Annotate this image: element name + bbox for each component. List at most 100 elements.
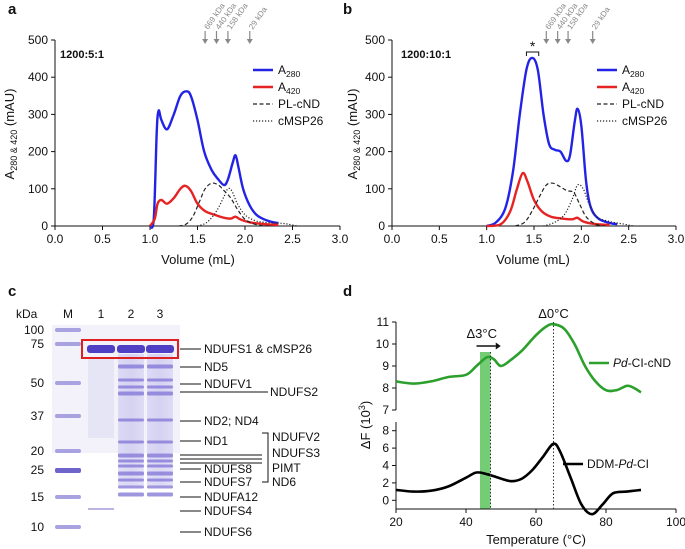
gel-band-label: NDUFV1 [204,377,252,391]
upper-y-tick-label: 8 [382,381,389,395]
gel-ladder-band [55,414,81,418]
gel-band [118,492,144,497]
legend-label-a420: A420 [278,80,300,96]
gel-band [147,492,173,497]
chart-a-xlabel: Volume (mL) [161,252,235,267]
mw-marker-label: 29 kDa [590,5,612,31]
gel-band [118,440,144,444]
x-tick-label: 0.0 [384,232,401,246]
x-tick-label: 60 [529,515,543,529]
gel-ladder-band [55,342,81,346]
gel-ladder-label: 37 [31,409,45,423]
x-tick-label: 0.5 [94,232,111,246]
mw-marker-arrowhead [589,39,596,44]
x-tick-label: 2.0 [573,232,590,246]
x-tick-label: 1.0 [478,232,495,246]
annotation-arrowhead [495,342,501,350]
x-tick-label: 1.5 [526,232,543,246]
gel-ladder-label: 10 [31,520,45,534]
panel-label-b: b [343,1,352,18]
upper-y-tick-label: 9 [382,359,389,373]
upper-y-tick-label: 7 [382,403,389,417]
gel-band [147,453,173,458]
mw-marker-arrowhead [565,39,572,44]
series-line-a420 [149,184,279,227]
x-tick-label: 40 [459,515,473,529]
chart-d-xlabel: Temperature (°C) [486,532,586,547]
gel-band [147,385,173,389]
lower-y-tick-label: 4 [382,459,389,473]
gel-lane-labels: M 1 2 3 [63,307,164,321]
gel-lane-label: 2 [128,307,135,321]
annotation-label-d3: Δ3°C [466,326,497,341]
gel-band-label: NDUFS4 [204,504,252,518]
y-tick-label: 300 [365,107,385,121]
gel-band-label: ND1 [204,434,228,448]
chart-b-annotation: 1200:10:1 [401,49,451,61]
gel-band [118,464,144,468]
gel-lane-smear [88,358,114,438]
gel-band [147,440,173,444]
legend-label-a280: A280 [622,63,644,79]
panel-d: d 7 8 9 10 11 0 2 4 6 8 20 40 60 80 100 Δ0°C Δ3°C Pd-CI… [343,283,685,547]
gel-ladder-label: 75 [31,337,45,351]
gel-band-label: NDUFS1 & cMSP26 [204,342,312,356]
mw-marker-arrowhead [202,39,209,44]
y-tick-label: 500 [365,33,385,47]
mw-marker-arrowhead [246,39,253,44]
chart-a-axes: 0 100 200 300 400 500 0.0 0.5 1.0 1.5 2.0 2.5 3.0 [28,33,349,246]
gel-band [147,471,173,476]
series-line-pl [514,182,606,227]
series-line-cmsp [543,183,634,227]
gel-band-label: ND6 [272,475,296,489]
chart-b-asterisk-bracket: * [525,38,540,56]
gel-ladder-band [55,449,81,453]
gel-ladder-band [55,468,81,473]
chart-b-ylabel: A280 & 420 (mAU) [345,89,362,180]
y-tick-label: 100 [365,182,385,196]
series-line-pl [178,182,265,227]
panel-label-a: a [8,1,17,18]
gel-band [147,459,173,463]
chart-b-series [486,56,634,228]
x-tick-label: 1.5 [189,232,206,246]
gel-band [147,391,173,396]
gel-band [147,485,173,489]
gel-lanes [55,328,174,529]
legend-label-pdcnd: Pd-CI-cND [613,356,671,370]
gel-ladder-band [55,381,81,385]
x-tick-label: 3.0 [332,232,349,246]
gel-band-label: NDUFS7 [204,475,252,489]
series-line-a280 [486,56,618,228]
y-tick-label: 300 [28,107,48,121]
chart-d-series [395,322,642,516]
asterisk-label: * [530,38,536,54]
lower-y-tick-label: 8 [382,424,389,438]
gel-band [118,364,144,369]
mw-marker-arrowhead [554,39,561,44]
y-tick-label: 500 [28,33,48,47]
gel-band [118,471,144,476]
gel-bracket [262,432,269,483]
chart-a-series [148,90,298,229]
gel-lane-label: 3 [157,307,164,321]
mw-marker-arrowhead [213,39,220,44]
y-tick-label: 0 [41,219,48,233]
x-tick-label: 2.5 [620,232,637,246]
gel-lane-label: 1 [98,307,105,321]
gel-ladder-band [55,525,81,529]
gel-kda-label: kDa [16,307,38,321]
mw-marker-arrowhead [543,39,550,44]
y-tick-label: 400 [28,70,48,84]
x-tick-label: 1.0 [142,232,159,246]
gel-band-label: NDUFS3 [272,446,320,460]
chart-d-shade [480,352,491,509]
chart-d-axes: 7 8 9 10 11 0 2 4 6 8 20 40 60 80 100 [376,315,685,529]
gel-band [118,459,144,463]
y-tick-label: 200 [28,145,48,159]
upper-y-tick-label: 10 [376,337,390,351]
gel-band [147,378,173,382]
